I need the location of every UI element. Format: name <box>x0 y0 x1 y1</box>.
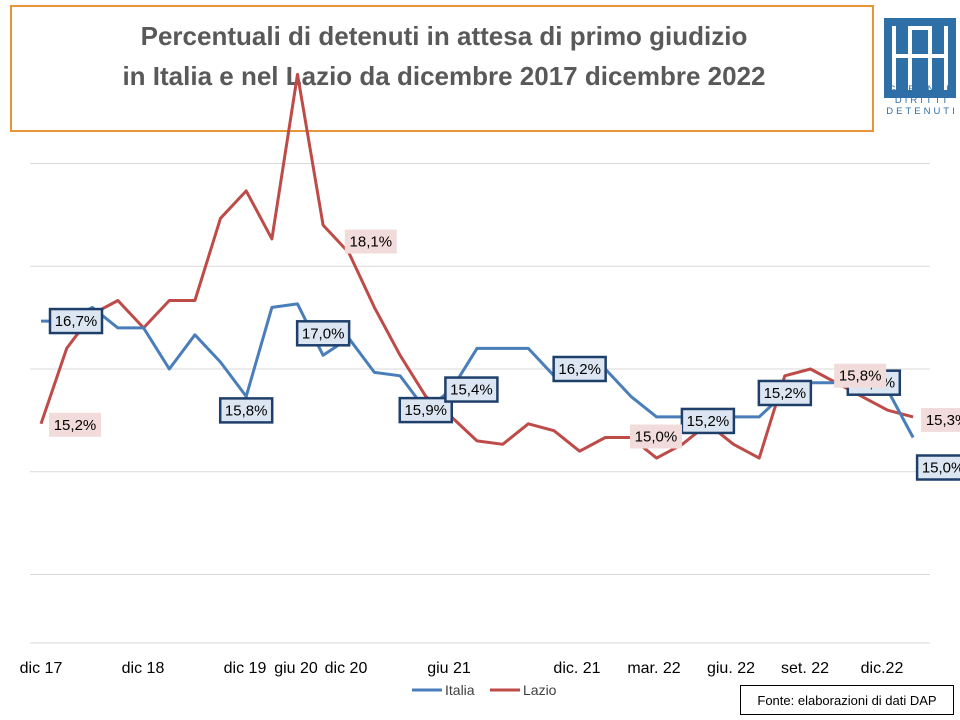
data-label-box <box>344 229 397 254</box>
data-label-text: 15,3% <box>926 412 960 429</box>
series-line-lazio <box>39 72 914 460</box>
logo-text-2: DIRITTI <box>894 95 950 106</box>
data-label-box <box>295 320 351 347</box>
legend: Italia Lazio <box>412 682 557 698</box>
chart-title-box: Percentuali di detenuti in attesa di pri… <box>10 5 874 132</box>
data-label-lazio: 15,3% <box>921 407 960 432</box>
data-label-box <box>552 355 607 383</box>
data-label-italia: 16,7% <box>48 307 104 335</box>
data-label-box <box>834 363 887 388</box>
data-label-text: 16,7% <box>55 313 98 330</box>
data-label-italia: 15,0% <box>915 454 960 481</box>
x-tick-label: dic.22 <box>861 660 904 677</box>
data-label-italia: 15,2% <box>757 379 813 407</box>
x-tick-label: set. 22 <box>781 660 829 677</box>
data-label-italia: 15,9% <box>398 396 453 424</box>
chart-title-line-1: Percentuali di detenuti in attesa di pri… <box>140 21 748 51</box>
legend-label: Lazio <box>523 682 557 698</box>
data-label-box <box>915 454 960 481</box>
data-label-text: 15,0% <box>635 429 678 446</box>
source-note: Fonte: elaborazioni di dati DAP <box>740 685 954 715</box>
data-label-box <box>757 379 813 407</box>
logo-text-3: DETENUTI <box>886 106 958 117</box>
legend-item-italia: Italia <box>412 682 475 698</box>
data-labels: 16,7% 15,8% 17,0% 15,9%15,4% 16,2% 15,2% 15,2%… <box>48 229 960 481</box>
data-label-italia: 15,8% <box>218 397 274 424</box>
data-label-lazio: 15,2% <box>49 412 101 437</box>
x-axis-ticks: dic 17 dic 18 dic 19 giu 20 dic 20 giu 21 dic.… <box>20 660 904 677</box>
series-line-italia <box>41 302 915 439</box>
x-tick-label: dic 20 <box>325 660 368 677</box>
data-label-box <box>444 376 499 403</box>
x-tick-label: dic 19 <box>224 660 267 677</box>
data-label-box <box>48 307 104 335</box>
data-label-text: 15,9% <box>404 402 447 419</box>
data-label-italia: 16,2% <box>552 355 607 383</box>
data-label-box <box>49 412 101 437</box>
x-tick-label: giu 21 <box>427 660 471 677</box>
data-label-text: 15,2% <box>54 417 97 434</box>
x-tick-label: dic. 21 <box>553 660 600 677</box>
data-label-box <box>629 424 682 449</box>
data-label-box <box>218 397 274 424</box>
data-label-text: 15,2% <box>687 413 730 430</box>
x-tick-label: giu. 22 <box>707 660 755 677</box>
gridlines <box>30 163 930 644</box>
data-label-box <box>680 407 736 435</box>
data-label-text: 16,2% <box>558 361 601 378</box>
data-label-text: 15,4% <box>450 382 493 399</box>
data-label-italia: 15,2% <box>680 407 736 435</box>
data-label-text: 18,1% <box>350 234 393 251</box>
data-label-text: 15,8% <box>839 368 882 385</box>
data-label-lazio: 18,1% <box>344 229 397 254</box>
data-label-text: 17,0% <box>302 325 345 342</box>
x-tick-label: dic 17 <box>20 660 63 677</box>
data-label-box <box>398 396 453 424</box>
x-tick-label: mar. 22 <box>627 660 680 677</box>
data-label-lazio: 15,8% <box>834 363 887 388</box>
x-tick-label: dic 18 <box>122 660 165 677</box>
data-label-italia: 15,4% <box>444 376 499 403</box>
series-lines <box>39 72 915 460</box>
legend-label: Italia <box>445 682 475 698</box>
data-label-text: 15,2% <box>764 385 807 402</box>
garante-logo-icon <box>884 18 956 98</box>
x-tick-label: giu 20 <box>274 660 318 677</box>
data-label-italia: 17,0% <box>295 320 351 347</box>
data-label-lazio: 15,0% <box>629 424 682 449</box>
logo-text-1: GARANTE <box>888 84 956 95</box>
chart-title-line-2: in Italia e nel Lazio da dicembre 2017 d… <box>122 61 766 91</box>
data-label-box <box>921 407 960 432</box>
data-label-text: 15,8% <box>225 402 268 419</box>
legend-item-lazio: Lazio <box>490 682 557 698</box>
data-label-text: 15,0% <box>922 460 960 477</box>
